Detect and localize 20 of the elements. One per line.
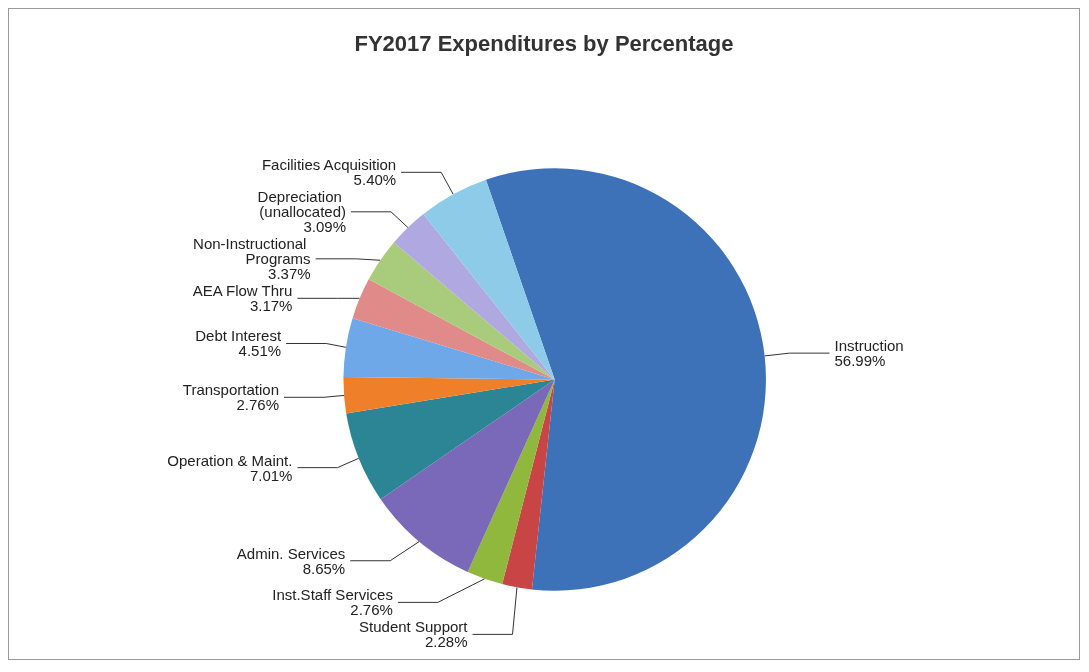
- slice-label: Inst.Staff Services: [272, 586, 393, 604]
- slice-label: Non-Instructional Programs: [193, 235, 311, 268]
- slice-label: Depreciation (unallocated): [257, 188, 347, 221]
- data-label: 4.51%: [238, 342, 282, 360]
- slice-label: Transportation: [182, 381, 279, 399]
- slice-label: Debt Interest: [195, 327, 282, 345]
- chart-title: FY2017 Expenditures by Percentage: [354, 30, 734, 56]
- data-label: 8.65%: [302, 559, 346, 577]
- slice-label: AEA Flow Thru: [192, 282, 293, 300]
- slice-label: Instruction: [834, 337, 904, 355]
- slice-label: Operation & Maint.: [167, 451, 293, 469]
- data-label: 5.40%: [353, 171, 397, 189]
- slice-label: Facilities Acquisition: [261, 156, 397, 174]
- data-label: 2.76%: [350, 601, 393, 619]
- data-label: 3.17%: [249, 297, 293, 315]
- slice-label: Admin. Services: [236, 544, 346, 562]
- data-label: 2.76%: [236, 396, 279, 414]
- slice-label: Student Support: [359, 618, 469, 636]
- data-label: 7.01%: [249, 466, 293, 484]
- data-label: 56.99%: [834, 352, 886, 370]
